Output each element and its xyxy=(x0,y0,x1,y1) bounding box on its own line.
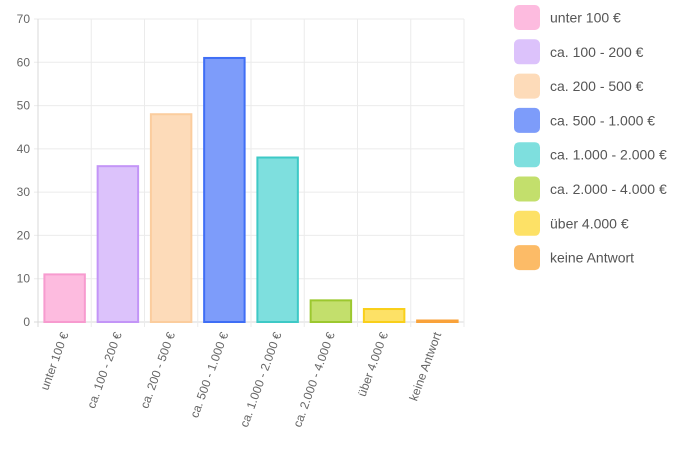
y-tick-label: 30 xyxy=(17,185,31,199)
legend-swatch xyxy=(514,245,540,271)
legend-label: unter 100 € xyxy=(550,10,621,26)
legend-label: ca. 2.000 - 4.000 € xyxy=(550,181,667,197)
legend-item[interactable]: ca. 200 - 500 € xyxy=(514,73,644,99)
y-tick-label: 0 xyxy=(23,315,30,329)
bar[interactable] xyxy=(309,299,353,324)
bars xyxy=(43,56,459,324)
legend-label: ca. 500 - 1.000 € xyxy=(550,112,655,128)
legend-item[interactable]: ca. 100 - 200 € xyxy=(514,39,644,65)
legend-label: ca. 100 - 200 € xyxy=(550,44,644,60)
legend-item[interactable]: ca. 500 - 1.000 € xyxy=(514,107,655,133)
bar[interactable] xyxy=(416,319,459,323)
legend-swatch xyxy=(514,73,540,99)
legend-swatch xyxy=(514,5,540,30)
y-tick-label: 40 xyxy=(17,142,31,156)
x-tick-label: ca. 1.000 - 2.000 € xyxy=(237,330,284,429)
x-tick-label: unter 100 € xyxy=(38,330,72,392)
y-tick-label: 50 xyxy=(17,99,31,113)
legend-swatch xyxy=(514,142,540,168)
x-tick-label: über 4.000 € xyxy=(355,330,391,398)
bar[interactable] xyxy=(96,165,140,323)
bar[interactable] xyxy=(43,273,86,323)
legend-label: ca. 1.000 - 2.000 € xyxy=(550,147,667,163)
x-tick-label: ca. 500 - 1.000 € xyxy=(187,330,231,420)
x-tick-label: ca. 100 - 200 € xyxy=(84,330,125,410)
y-axis-ticks: 0 10 20 30 40 50 60 70 xyxy=(17,12,31,329)
y-tick-label: 20 xyxy=(17,228,31,242)
x-tick-label: ca. 200 - 500 € xyxy=(137,330,178,410)
legend-swatch xyxy=(514,107,540,133)
legend-label: über 4.000 € xyxy=(550,215,629,231)
legend-swatch xyxy=(514,176,540,202)
x-tick-label: ca. 2.000 - 4.000 € xyxy=(290,330,337,429)
bar[interactable] xyxy=(149,113,193,323)
bar[interactable] xyxy=(203,56,246,323)
bar[interactable] xyxy=(256,156,299,323)
legend-item[interactable]: unter 100 € xyxy=(514,5,621,30)
legend-item[interactable]: ca. 1.000 - 2.000 € xyxy=(514,142,667,168)
legend-swatch xyxy=(514,39,540,65)
grid-lines xyxy=(34,18,465,327)
legend: unter 100 € ca. 100 - 200 € ca. 200 - 500 … xyxy=(514,5,667,271)
y-tick-label: 10 xyxy=(17,272,31,286)
legend-swatch xyxy=(514,210,540,236)
x-axis-labels: unter 100 € ca. 100 - 200 € ca. 200 - 500 … xyxy=(38,330,445,429)
bar[interactable] xyxy=(362,308,406,323)
legend-item[interactable]: über 4.000 € xyxy=(514,210,629,236)
x-tick-label: keine Antwort xyxy=(406,330,444,403)
legend-item[interactable]: ca. 2.000 - 4.000 € xyxy=(514,176,667,202)
y-tick-label: 60 xyxy=(17,55,31,69)
legend-label: keine Antwort xyxy=(550,250,634,266)
legend-item[interactable]: keine Antwort xyxy=(514,245,634,271)
legend-label: ca. 200 - 500 € xyxy=(550,78,644,94)
y-tick-label: 70 xyxy=(17,12,31,26)
